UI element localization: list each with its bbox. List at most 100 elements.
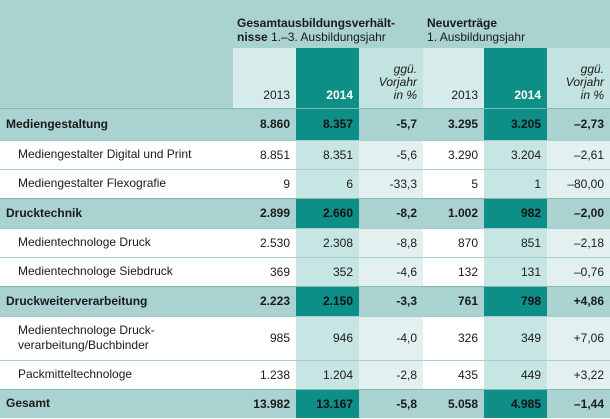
row-label-line2: verarbeitung/Buchbinder: [18, 338, 149, 352]
pct-label-line3: in %: [580, 87, 605, 102]
cell-2014-total: 8.357: [296, 107, 359, 140]
cell-2013-new: 5.058: [423, 388, 485, 418]
cell-change-total: -5,7: [359, 107, 424, 140]
col-header-2014-total: 2014: [296, 48, 359, 108]
group2-title: Neuverträge: [427, 16, 498, 30]
cell-2013-new: 326: [423, 315, 485, 360]
col-header-change-new: ggü. Vorjahr in %: [547, 48, 610, 108]
cell-2014-new: 349: [484, 315, 548, 360]
cell-2013-total: 369: [233, 256, 296, 286]
cell-2013-new: 435: [423, 359, 485, 389]
cell-2013-new: 870: [423, 227, 485, 257]
cell-2014-total: 8.351: [296, 139, 359, 169]
row-label: Druckweiterverarbeitung: [0, 285, 233, 316]
cell-change-new: –1,44: [547, 388, 610, 418]
cell-2013-total: 8.851: [233, 139, 296, 169]
cell-2014-new: 3.204: [484, 139, 548, 169]
cell-2013-new: 5: [423, 168, 485, 198]
cell-change-new: –2,73: [547, 107, 610, 140]
cell-change-new: –80,00: [547, 168, 610, 198]
pct-label-line1: ggü.: [393, 61, 418, 76]
col-header-2014-new: 2014: [484, 48, 548, 108]
group1-title-cont: nisse: [237, 30, 268, 44]
cell-2013-new: 1.002: [423, 197, 485, 228]
cell-2014-total: 946: [296, 315, 359, 360]
pct-label-line3: in %: [393, 87, 418, 102]
cell-2013-total: 13.982: [233, 388, 296, 418]
row-label: Gesamt: [0, 388, 233, 418]
cell-change-total: -8,8: [359, 227, 424, 257]
cell-2013-new: 3.290: [423, 139, 485, 169]
cell-2014-new: 131: [484, 256, 548, 286]
row-label: Mediengestalter Digital und Print: [0, 139, 233, 169]
col-header-2013-total: 2013: [233, 48, 296, 108]
cell-2014-new: 982: [484, 197, 548, 228]
cell-change-total: -33,3: [359, 168, 424, 198]
cell-change-total: -5,6: [359, 139, 424, 169]
cell-2014-total: 2.150: [296, 285, 359, 316]
cell-change-new: +4,86: [547, 285, 610, 316]
table-row-total: Gesamt 13.982 13.167 -5,8 5.058 4.985 –1…: [0, 388, 610, 418]
group-header-total-trainees: Gesamtausbildungsverhält- nisse 1.–3. Au…: [233, 0, 424, 48]
cell-change-new: –0,76: [547, 256, 610, 286]
row-label: Medientechnologe Druck: [0, 227, 233, 257]
cell-2014-total: 13.167: [296, 388, 359, 418]
cell-2014-total: 1.204: [296, 359, 359, 389]
cell-change-new: –2,18: [547, 227, 610, 257]
cell-change-total: -3,3: [359, 285, 424, 316]
cell-2014-new: 851: [484, 227, 548, 257]
pct-label-line1: ggü.: [580, 61, 605, 76]
cell-2014-new: 1: [484, 168, 548, 198]
header-corner: [0, 0, 233, 48]
pct-label-line2: Vorjahr: [378, 74, 418, 89]
cell-2014-new: 449: [484, 359, 548, 389]
table-row: Mediengestalter Digital und Print 8.851 …: [0, 139, 610, 169]
row-label: Packmitteltechnologe: [0, 359, 233, 389]
cell-2014-total: 6: [296, 168, 359, 198]
table-row: Druckweiterverarbeitung 2.223 2.150 -3,3…: [0, 285, 610, 316]
table-row: Mediengestaltung 8.860 8.357 -5,7 3.295 …: [0, 107, 610, 140]
group1-subtitle: 1.–3. Ausbildungsjahr: [271, 30, 386, 44]
cell-change-total: -2,8: [359, 359, 424, 389]
cell-2013-total: 2.899: [233, 197, 296, 228]
cell-2014-new: 798: [484, 285, 548, 316]
table-row: Drucktechnik 2.899 2.660 -8,2 1.002 982 …: [0, 197, 610, 228]
row-label: Medientechnologe Siebdruck: [0, 256, 233, 286]
group1-title: Gesamtausbildungsverhält-: [237, 16, 396, 30]
cell-2013-total: 2.223: [233, 285, 296, 316]
header-label-spacer: [0, 48, 233, 108]
cell-2013-new: 3.295: [423, 107, 485, 140]
row-label-line1: Medientechnologe Druck-: [18, 323, 155, 337]
cell-2013-new: 761: [423, 285, 485, 316]
cell-2013-total: 2.530: [233, 227, 296, 257]
table-row: Medientechnologe Druck- verarbeitung/Buc…: [0, 315, 610, 360]
table-row: Medientechnologe Siebdruck 369 352 -4,6 …: [0, 256, 610, 286]
cell-change-new: +7,06: [547, 315, 610, 360]
cell-change-total: -4,0: [359, 315, 424, 360]
cell-change-total: -4,6: [359, 256, 424, 286]
cell-2014-new: 3.205: [484, 107, 548, 140]
group2-subtitle: 1. Ausbildungsjahr: [427, 30, 526, 44]
cell-2014-new: 4.985: [484, 388, 548, 418]
cell-change-new: –2,61: [547, 139, 610, 169]
row-label: Medientechnologe Druck- verarbeitung/Buc…: [0, 315, 233, 360]
table-row: Medientechnologe Druck 2.530 2.308 -8,8 …: [0, 227, 610, 257]
cell-change-new: +3,22: [547, 359, 610, 389]
row-label: Mediengestalter Flexografie: [0, 168, 233, 198]
cell-change-total: -5,8: [359, 388, 424, 418]
cell-change-total: -8,2: [359, 197, 424, 228]
pct-label-line2: Vorjahr: [565, 74, 605, 89]
cell-2013-total: 1.238: [233, 359, 296, 389]
row-label: Mediengestaltung: [0, 107, 233, 140]
group-header-new-contracts: Neuverträge 1. Ausbildungsjahr: [423, 0, 610, 48]
cell-2013-total: 985: [233, 315, 296, 360]
col-header-change-total: ggü. Vorjahr in %: [359, 48, 424, 108]
table-row: Mediengestalter Flexografie 9 6 -33,3 5 …: [0, 168, 610, 198]
cell-2013-total: 9: [233, 168, 296, 198]
cell-2014-total: 2.308: [296, 227, 359, 257]
cell-2014-total: 352: [296, 256, 359, 286]
table-row: Packmitteltechnologe 1.238 1.204 -2,8 43…: [0, 359, 610, 389]
col-header-2013-new: 2013: [423, 48, 485, 108]
cell-2013-total: 8.860: [233, 107, 296, 140]
